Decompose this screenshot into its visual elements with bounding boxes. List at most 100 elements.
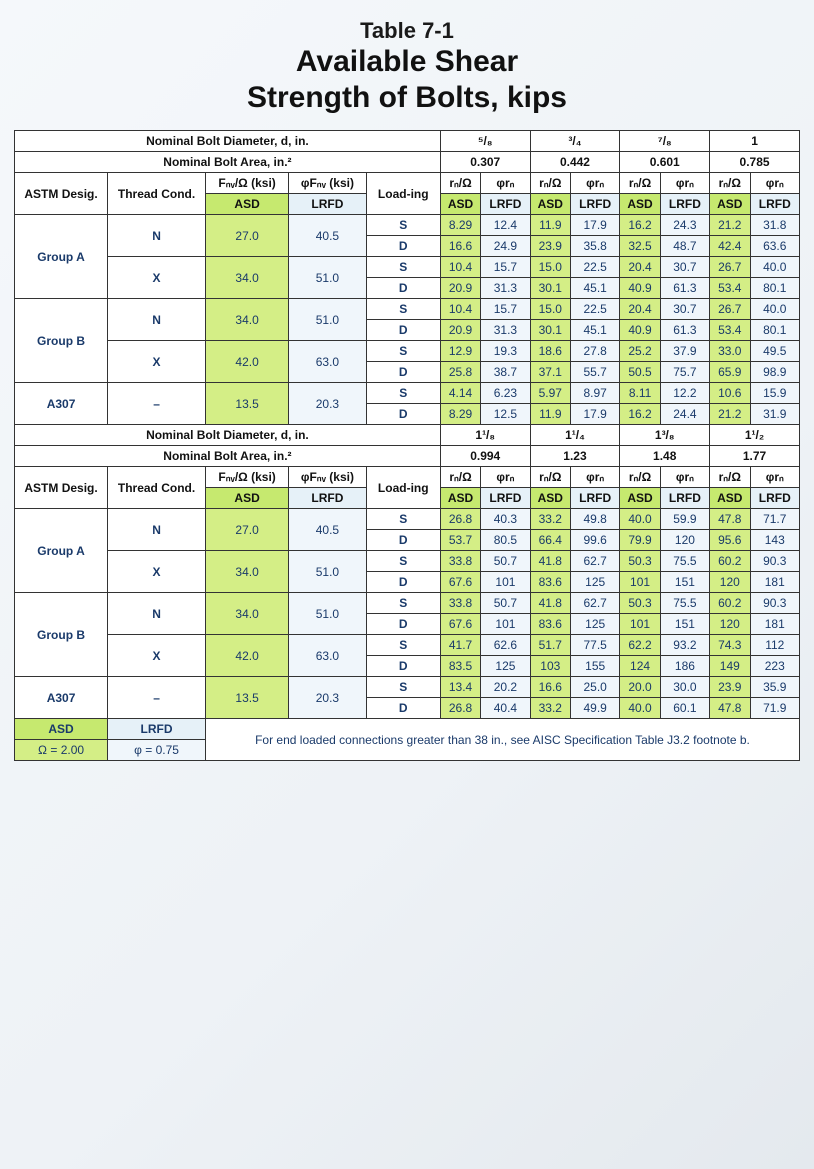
thread-cell: –	[108, 677, 206, 719]
fnv-asd-cell: 13.5	[205, 677, 288, 719]
value-cell: 40.9	[620, 278, 660, 299]
fnv-asd-cell: 27.0	[205, 509, 288, 551]
value-cell: 25.0	[571, 677, 620, 698]
asd-sub-4: ASD	[710, 194, 750, 215]
value-cell: 31.3	[481, 320, 530, 341]
loading-cell: D	[366, 698, 440, 719]
shear-strength-table: Nominal Bolt Diameter, d, in. ⁵/₈ ³/₄ ⁷/…	[14, 130, 800, 761]
value-cell: 49.8	[571, 509, 620, 530]
lrfd2-sub-0: LRFD	[289, 488, 366, 509]
value-cell: 75.5	[660, 593, 709, 614]
area2-3: 1.77	[710, 446, 800, 467]
value-cell: 74.3	[710, 635, 750, 656]
fnv-lrfd-cell: 20.3	[289, 677, 366, 719]
value-cell: 181	[750, 614, 799, 635]
value-cell: 27.8	[571, 341, 620, 362]
fnv-lrfd-cell: 51.0	[289, 257, 366, 299]
value-cell: 62.2	[620, 635, 660, 656]
astm-header-2: ASTM Desig.	[15, 467, 108, 509]
value-cell: 11.9	[530, 215, 570, 236]
value-cell: 16.2	[620, 215, 660, 236]
footer-omega: Ω = 2.00	[15, 740, 108, 761]
fnv-asd-cell: 42.0	[205, 635, 288, 677]
value-cell: 60.1	[660, 698, 709, 719]
area2-0: 0.994	[440, 446, 530, 467]
value-cell: 120	[710, 572, 750, 593]
value-cell: 49.5	[750, 341, 799, 362]
value-cell: 22.5	[571, 257, 620, 278]
footer-note: For end loaded connections greater than …	[205, 719, 799, 761]
value-cell: 151	[660, 614, 709, 635]
value-cell: 33.0	[710, 341, 750, 362]
dia-0: ⁵/₈	[440, 131, 530, 152]
value-cell: 112	[750, 635, 799, 656]
rn-lrfd-2: φrₙ	[660, 173, 709, 194]
value-cell: 50.5	[620, 362, 660, 383]
fnv-asd-cell: 42.0	[205, 341, 288, 383]
loading-cell: S	[366, 341, 440, 362]
lrfd-sub-2: LRFD	[571, 194, 620, 215]
value-cell: 13.4	[440, 677, 480, 698]
value-cell: 79.9	[620, 530, 660, 551]
fnv-lrfd-header-2: φFₙᵥ (ksi)	[289, 467, 366, 488]
value-cell: 31.8	[750, 215, 799, 236]
value-cell: 40.0	[620, 509, 660, 530]
value-cell: 67.6	[440, 572, 480, 593]
value-cell: 15.9	[750, 383, 799, 404]
loading-cell: D	[366, 278, 440, 299]
value-cell: 63.6	[750, 236, 799, 257]
value-cell: 80.5	[481, 530, 530, 551]
value-cell: 186	[660, 656, 709, 677]
value-cell: 23.9	[710, 677, 750, 698]
value-cell: 21.2	[710, 215, 750, 236]
value-cell: 50.3	[620, 593, 660, 614]
value-cell: 101	[481, 572, 530, 593]
value-cell: 35.9	[750, 677, 799, 698]
astm-cell: Group A	[15, 509, 108, 593]
value-cell: 40.0	[620, 698, 660, 719]
loading-cell: D	[366, 362, 440, 383]
astm-cell: A307	[15, 383, 108, 425]
value-cell: 50.7	[481, 593, 530, 614]
footer-asd-label: ASD	[15, 719, 108, 740]
value-cell: 71.9	[750, 698, 799, 719]
value-cell: 124	[620, 656, 660, 677]
value-cell: 10.4	[440, 299, 480, 320]
value-cell: 15.7	[481, 299, 530, 320]
value-cell: 19.3	[481, 341, 530, 362]
loading-cell: S	[366, 635, 440, 656]
fnv-asd-cell: 34.0	[205, 551, 288, 593]
fnv-lrfd-cell: 63.0	[289, 341, 366, 383]
loading-cell: S	[366, 551, 440, 572]
rn-asd-2: rₙ/Ω	[620, 173, 660, 194]
value-cell: 41.7	[440, 635, 480, 656]
value-cell: 62.7	[571, 551, 620, 572]
value-cell: 49.9	[571, 698, 620, 719]
lrfd-sub-4: LRFD	[750, 194, 799, 215]
value-cell: 50.3	[620, 551, 660, 572]
value-cell: 4.14	[440, 383, 480, 404]
value-cell: 40.3	[481, 509, 530, 530]
lrfd2-sub-1: LRFD	[481, 488, 530, 509]
value-cell: 11.9	[530, 404, 570, 425]
value-cell: 33.8	[440, 593, 480, 614]
thread-cell: N	[108, 299, 206, 341]
thread-cell: X	[108, 551, 206, 593]
value-cell: 90.3	[750, 551, 799, 572]
value-cell: 15.0	[530, 257, 570, 278]
rn2-lrfd-1: φrₙ	[571, 467, 620, 488]
fnv-asd-header: Fₙᵥ/Ω (ksi)	[205, 173, 288, 194]
diameter-header: Nominal Bolt Diameter, d, in.	[15, 131, 441, 152]
lrfd2-sub-2: LRFD	[571, 488, 620, 509]
value-cell: 40.0	[750, 257, 799, 278]
asd2-sub-2: ASD	[530, 488, 570, 509]
title-line-2: Available Shear	[14, 44, 800, 80]
dia-1: ³/₄	[530, 131, 620, 152]
value-cell: 45.1	[571, 320, 620, 341]
value-cell: 120	[660, 530, 709, 551]
value-cell: 41.8	[530, 551, 570, 572]
value-cell: 31.9	[750, 404, 799, 425]
fnv-asd-cell: 34.0	[205, 257, 288, 299]
fnv-lrfd-cell: 20.3	[289, 383, 366, 425]
loading-cell: D	[366, 530, 440, 551]
